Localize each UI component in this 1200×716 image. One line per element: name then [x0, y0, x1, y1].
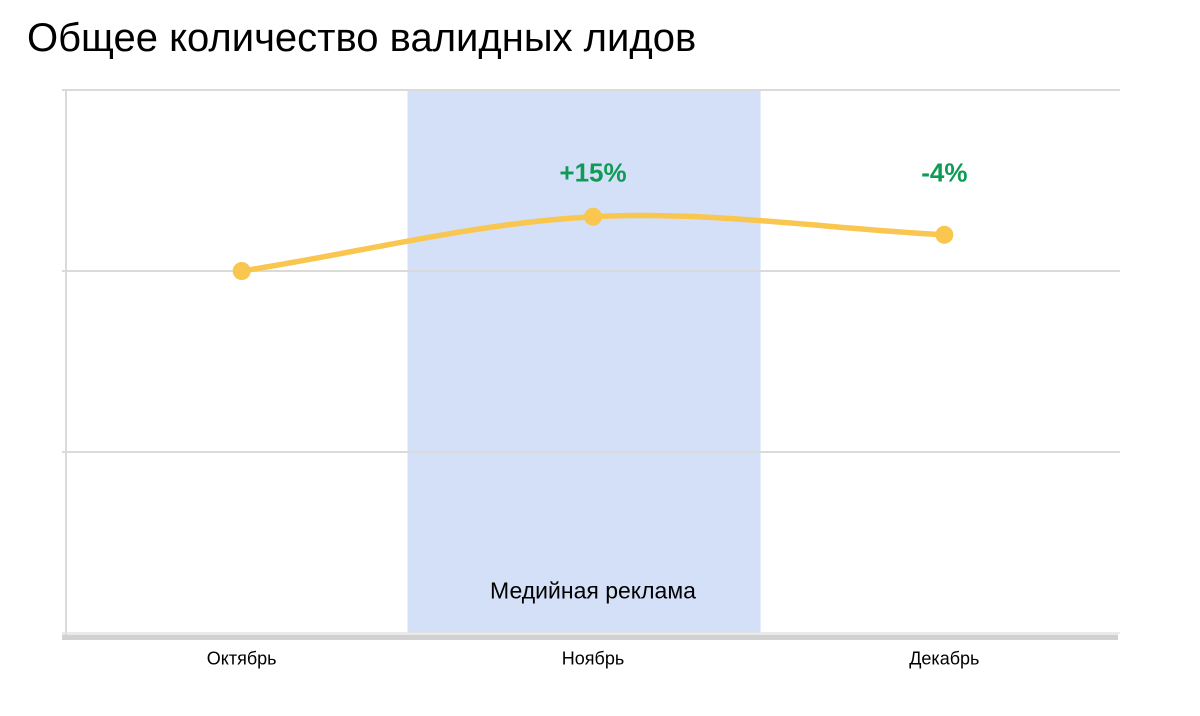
- x-axis-label: Декабрь: [909, 648, 980, 669]
- data-point: [584, 207, 602, 226]
- highlight-band-label: Медийная реклама: [490, 577, 696, 604]
- x-axis-bar: [62, 634, 1118, 640]
- highlight-band: [407, 90, 761, 633]
- data-point: [232, 262, 251, 280]
- point-annotation: -4%: [921, 157, 968, 188]
- point-annotation: +15%: [559, 157, 627, 188]
- x-axis-label: Ноябрь: [561, 648, 625, 669]
- data-point: [935, 225, 954, 244]
- x-axis-label: Октябрь: [206, 648, 277, 669]
- chart-title: Общее количество валидных лидов: [27, 16, 697, 60]
